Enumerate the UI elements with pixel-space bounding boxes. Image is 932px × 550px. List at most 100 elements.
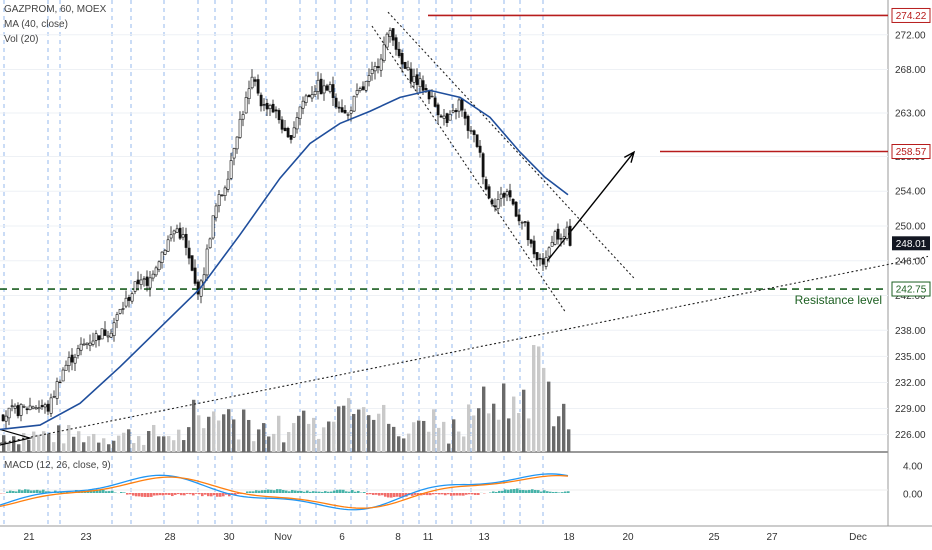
volume-bar-7 [37,435,41,452]
legend-volume[interactable]: Vol (20) [4,34,39,45]
macd-hist-165 [495,491,498,493]
price-tick-8: 238.00 [895,326,926,337]
volume-bar-42 [212,411,216,452]
macd-hist-40 [120,492,123,493]
volume-bar-9 [47,433,51,452]
price-tick-6: 246.00 [895,256,926,267]
macd-hist-155 [465,493,468,495]
candle-body-22 [67,357,71,366]
macd-hist-123 [369,493,372,495]
macd-hist-13 [39,490,42,493]
volume-bar-12 [62,443,66,452]
volume-bar-18 [92,433,96,452]
volume-bar-110 [552,426,556,452]
legend-ma[interactable]: MA (40, close) [4,19,68,30]
macd-hist-146 [438,493,441,495]
volume-bar-60 [302,410,306,452]
candle-body-183 [550,242,554,247]
candle-body-64 [193,267,197,284]
candle-body-162 [487,186,491,199]
time-tick-11: 25 [708,532,720,543]
volume-bar-31 [157,436,161,452]
macd-hist-63 [189,493,192,495]
volume-bar-59 [297,415,301,452]
candle-body-15 [46,403,50,412]
candle-body-32 [97,335,101,341]
volume-bar-23 [117,435,121,452]
volume-bar-35 [177,429,181,452]
candle-body-16 [49,397,53,414]
macd-hist-83 [249,491,252,493]
macd-hist-64 [192,493,195,496]
candle-body-107 [322,85,326,94]
macd-hist-134 [402,493,405,497]
candle-body-69 [208,238,212,249]
volume-bar-96 [482,386,486,452]
volume-bar-80 [402,438,406,452]
legend-macd[interactable]: MACD (12, 26, close, 9) [4,460,111,471]
volume-bar-92 [462,436,466,452]
candle-body-98 [295,117,299,130]
macd-hist-82 [246,491,249,493]
legend-symbol[interactable]: GAZPROM, 60, MOEX [4,4,107,15]
volume-bar-43 [217,420,221,452]
candle-body-30 [91,340,95,345]
volume-bar-86 [432,409,436,452]
volume-bar-49 [247,419,251,452]
candle-body-79 [238,118,242,138]
volume-bar-58 [292,423,296,452]
macd-hist-76 [228,493,231,497]
price-tag-label-0: 274.22 [896,11,927,22]
volume-bar-44 [222,414,226,452]
macd-hist-3 [9,490,12,493]
candle-body-161 [484,179,488,190]
volume-bar-16 [82,442,86,452]
candle-body-39 [118,308,122,314]
macd-hist-90 [270,489,273,493]
time-tick-12: 27 [766,532,778,543]
volume-bar-70 [352,413,356,452]
macd-hist-177 [531,489,534,493]
candle-body-6 [19,404,23,416]
candle-body-185 [556,228,560,240]
candle-body-87 [262,104,266,106]
macd-hist-148 [444,493,447,496]
candle-body-73 [220,194,224,197]
macd-hist-44 [132,493,135,496]
macd-hist-74 [222,493,225,497]
price-tag-box-0 [891,7,931,23]
volume-bar-85 [427,431,431,452]
macd-hist-4 [12,491,15,493]
candle-body-115 [346,114,350,116]
volume-bar-47 [237,439,241,452]
macd-hist-118 [354,491,357,493]
candle-body-8 [25,408,29,411]
time-tick-4: Nov [274,532,292,543]
volume-bar-3 [17,444,21,452]
price-tag-label-3: 242.75 [896,285,927,296]
volume-bar-11 [57,425,61,452]
candle-body-130 [391,28,395,41]
volume-bar-66 [332,421,336,452]
macd-hist-188 [564,491,567,493]
macd-hist-109 [327,491,330,493]
candle-body-88 [265,102,269,110]
candle-body-105 [316,79,320,92]
candle-body-4 [13,405,17,409]
macd-hist-102 [306,490,309,493]
volume-bar-81 [407,433,411,452]
macd-hist-75 [225,493,228,495]
candle-body-61 [184,233,188,248]
macd-hist-87 [261,490,264,493]
candle-body-138 [415,74,419,85]
macd-hist-157 [471,493,474,495]
candle-body-112 [337,106,341,109]
volume-bar-113 [567,429,571,452]
volume-bar-54 [272,433,276,452]
candle-body-189 [568,225,572,246]
candle-body-91 [274,109,278,112]
signal-line [0,474,569,509]
candle-body-123 [370,69,374,75]
candle-body-95 [286,128,290,138]
